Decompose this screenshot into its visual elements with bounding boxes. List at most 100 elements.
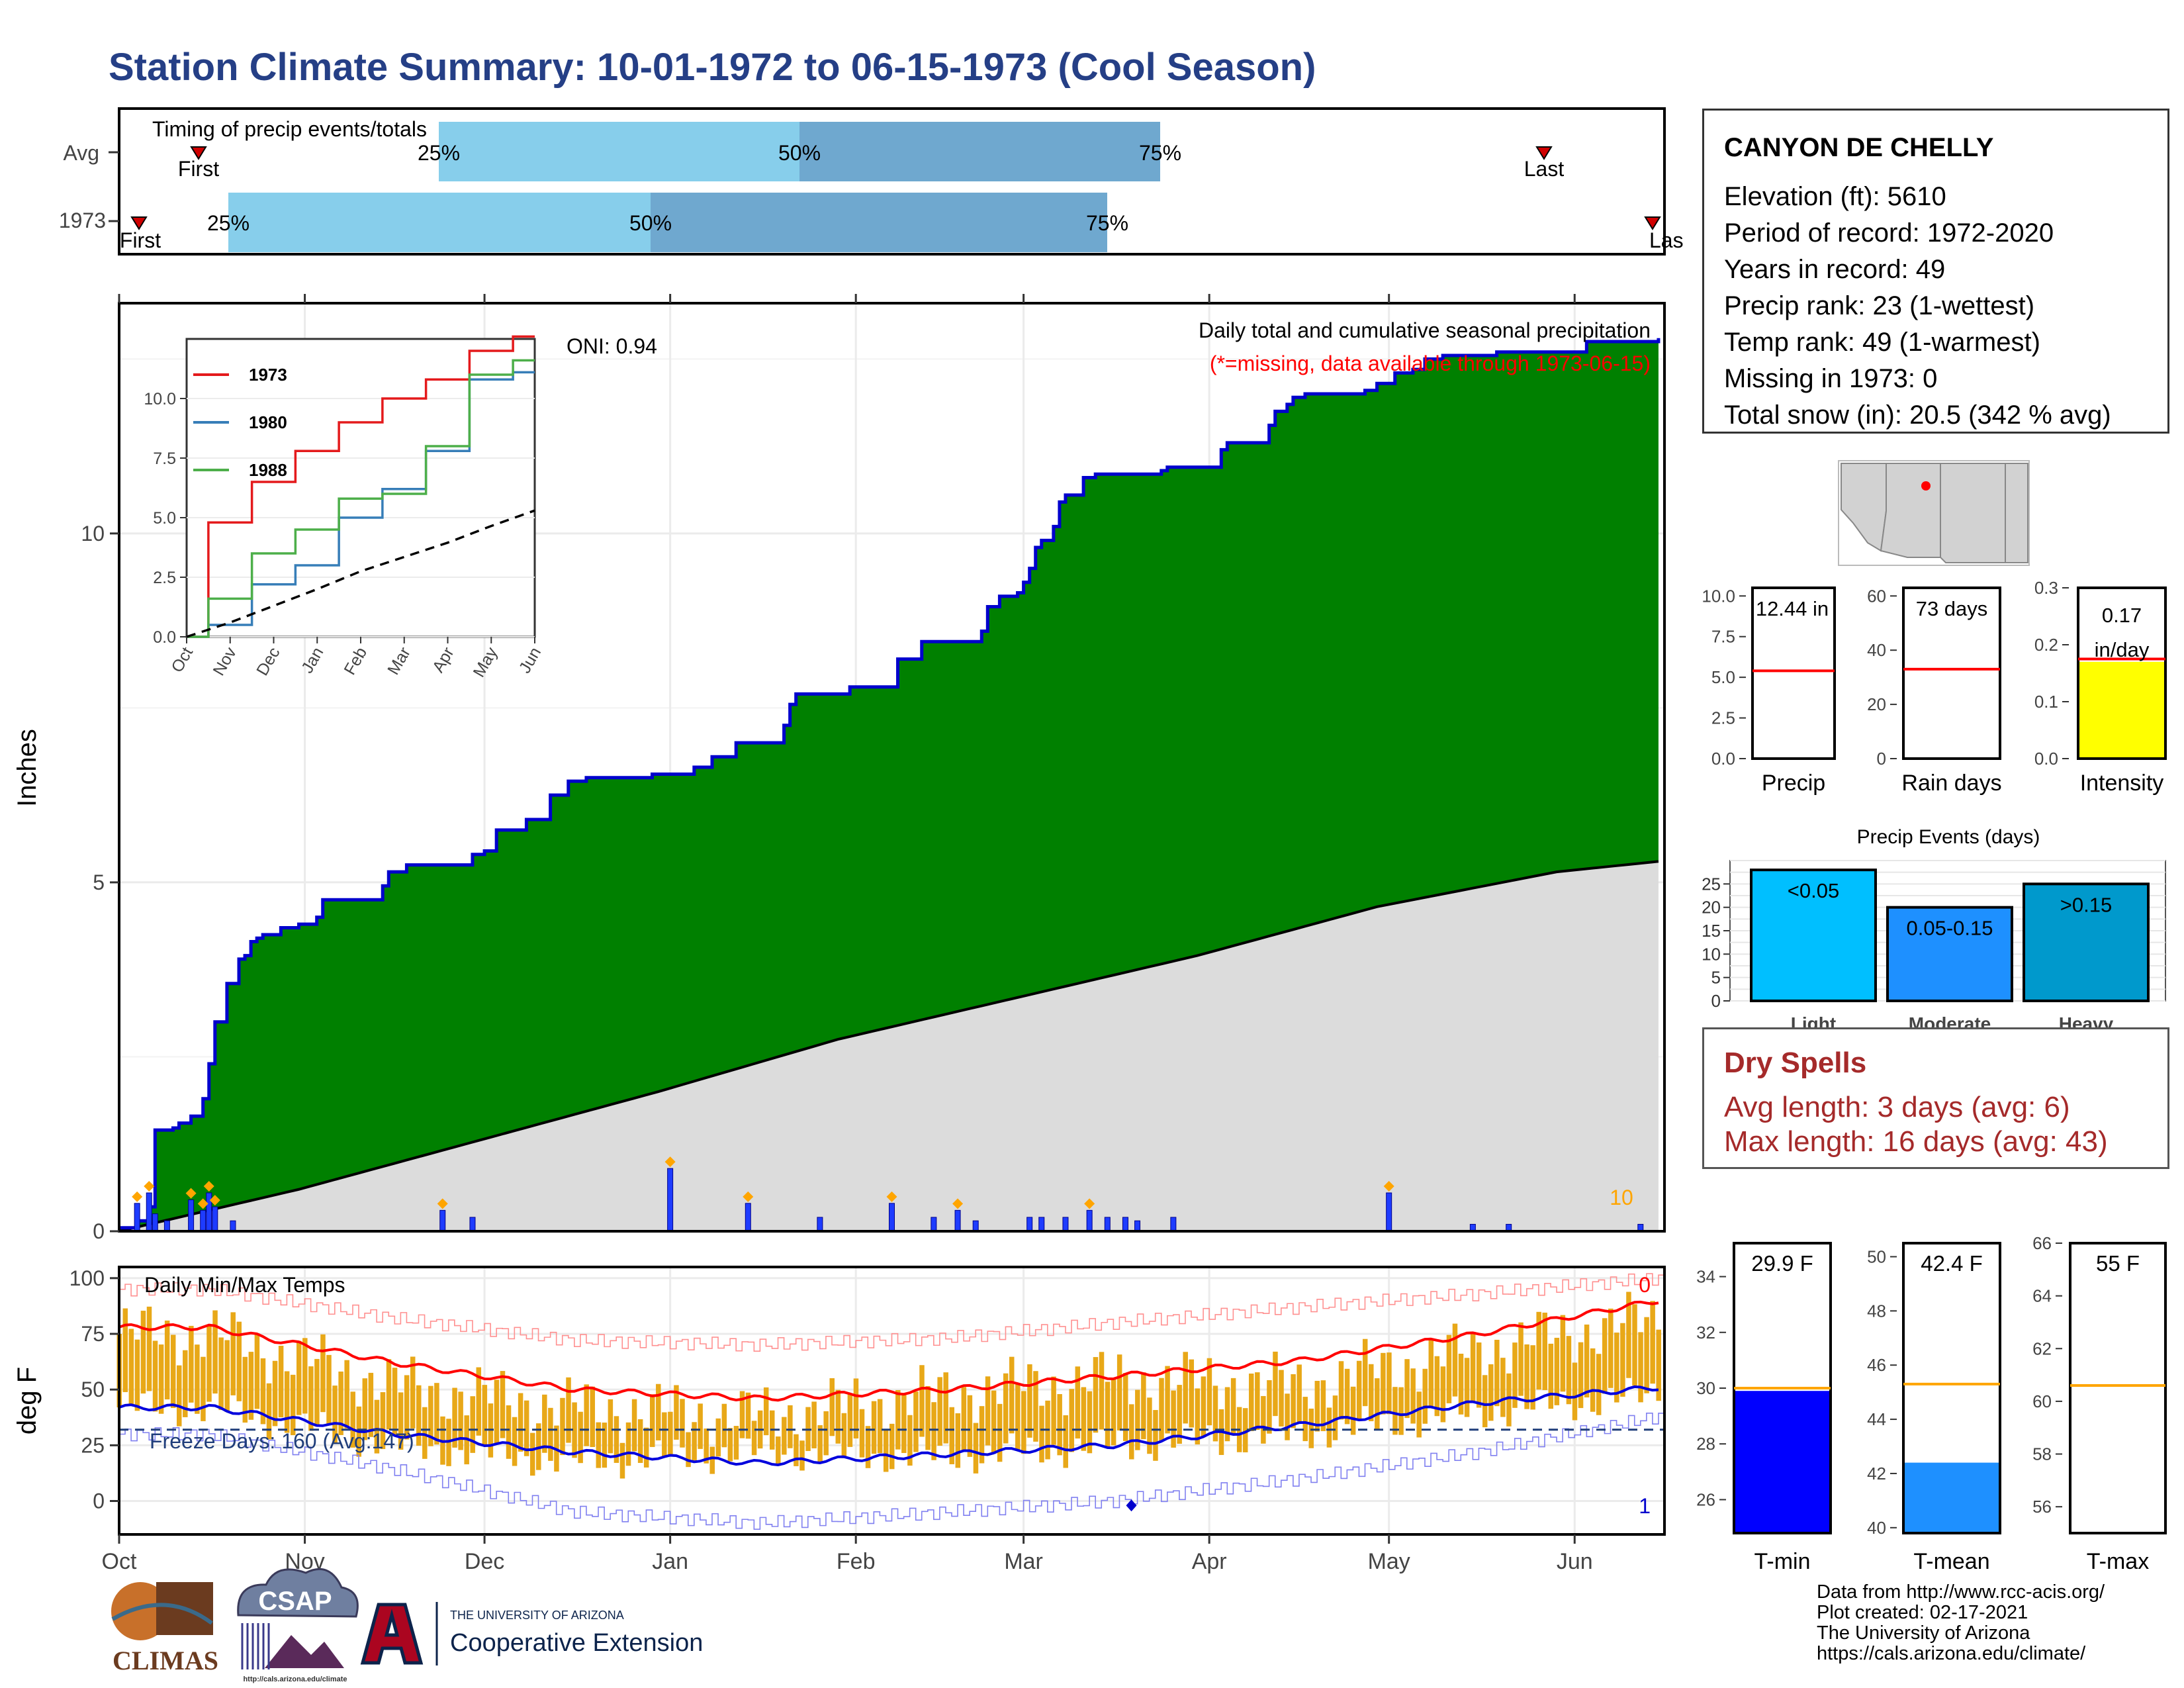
daily-temp-bar bbox=[1566, 1336, 1572, 1405]
daily-temp-bar bbox=[458, 1391, 463, 1450]
daily-temp-bar bbox=[164, 1320, 170, 1400]
daily-temp-bar bbox=[1608, 1308, 1614, 1388]
daily-temp-bar bbox=[835, 1389, 841, 1444]
daily-temp-bar bbox=[619, 1442, 625, 1479]
daily-temp-bar bbox=[584, 1384, 589, 1446]
temp-bars: 26 28 30 32 34 29.9 F T-min 40 42 44 46 48 50 42.4 F T… bbox=[1696, 1233, 2167, 1574]
tmean-bar-tick-label: 42 bbox=[1867, 1464, 1886, 1483]
daily-temp-bar bbox=[788, 1405, 793, 1448]
daily-temp-bar bbox=[1165, 1366, 1170, 1434]
precip-heading: Daily total and cumulative seasonal prec… bbox=[1199, 318, 1651, 342]
daily-temp-bar bbox=[1116, 1354, 1122, 1430]
daily-temp-bar bbox=[572, 1402, 577, 1458]
daily-precip-bar bbox=[230, 1220, 236, 1232]
daily-temp-bar bbox=[973, 1423, 979, 1474]
dry-spells-title: Dry Spells bbox=[1724, 1047, 1867, 1079]
daily-temp-bar bbox=[1081, 1387, 1087, 1451]
1973-p75-label: 75% bbox=[1086, 211, 1128, 235]
daily-temp-bar bbox=[1656, 1329, 1661, 1401]
daily-temp-bar bbox=[344, 1360, 349, 1429]
daily-temp-bar bbox=[1009, 1356, 1015, 1434]
daily-temp-bar bbox=[452, 1387, 457, 1448]
daily-temp-bar bbox=[967, 1395, 973, 1457]
daily-temp-bar bbox=[278, 1345, 284, 1418]
daily-temp-bar bbox=[320, 1334, 326, 1413]
1973-p25-label: 25% bbox=[207, 211, 250, 235]
daily-precip-bar bbox=[972, 1220, 979, 1232]
inset-frame bbox=[185, 338, 536, 638]
daily-temp-bar bbox=[602, 1423, 608, 1468]
daily-temp-bar bbox=[212, 1310, 218, 1394]
footer-url: https://cals.arizona.edu/climate/ bbox=[1817, 1643, 2086, 1664]
daily-temp-bar bbox=[1387, 1352, 1392, 1415]
daily-temp-bar bbox=[1632, 1304, 1637, 1386]
daily-temp-bar bbox=[961, 1387, 967, 1452]
daily-temp-bar bbox=[302, 1338, 308, 1414]
daily-temp-bar bbox=[1087, 1391, 1093, 1454]
precip-mini-tick-label: 0.0 bbox=[1711, 749, 1735, 769]
daily-temp-bar bbox=[1644, 1317, 1649, 1393]
daily-precip-bar bbox=[1026, 1217, 1033, 1232]
daily-temp-bar bbox=[877, 1399, 883, 1454]
intensity-mini-frame bbox=[2077, 586, 2167, 760]
daily-temp-bar bbox=[152, 1340, 158, 1412]
daily-precip-bar bbox=[188, 1199, 195, 1232]
snow-marker bbox=[1383, 1181, 1394, 1192]
month-label: Dec bbox=[465, 1549, 504, 1574]
tmax-bar-label: T-max bbox=[2087, 1549, 2149, 1574]
raindays-mini-tick-label: 20 bbox=[1867, 694, 1886, 714]
tmean-bar-tick-label: 44 bbox=[1867, 1409, 1886, 1429]
daily-temp-bar bbox=[272, 1360, 278, 1427]
daily-precip-bar bbox=[1062, 1217, 1069, 1232]
daily-precip-bar bbox=[1386, 1192, 1392, 1232]
csap-cloud-icon bbox=[237, 1568, 359, 1618]
daily-temp-bar bbox=[1542, 1312, 1547, 1390]
avg-last-marker bbox=[1535, 146, 1553, 160]
daily-precip-bar bbox=[889, 1203, 895, 1232]
avg-p50-label: 50% bbox=[778, 141, 821, 165]
precip-y-tick-label: 5 bbox=[93, 870, 105, 894]
daily-temp-bar bbox=[1356, 1360, 1362, 1420]
inset-series-line bbox=[186, 509, 535, 638]
precip-rank-text: Precip rank: 23 (1-wettest) bbox=[1724, 291, 2035, 320]
dry-max-text: Max length: 16 days (avg: 43) bbox=[1724, 1125, 2108, 1158]
snow-marker bbox=[886, 1191, 897, 1202]
avg-cumulative-line bbox=[118, 860, 1659, 1233]
daily-temp-bar bbox=[1614, 1333, 1619, 1403]
daily-temp-bar bbox=[1141, 1372, 1146, 1440]
daily-precip-bar bbox=[1170, 1217, 1177, 1232]
tmax-bar-tick-label: 62 bbox=[2032, 1338, 2052, 1358]
cumulative-1973-line bbox=[119, 338, 1661, 1230]
daily-temp-bar bbox=[1063, 1415, 1068, 1468]
daily-temp-bar bbox=[1320, 1380, 1326, 1431]
daily-temp-bar bbox=[183, 1350, 188, 1417]
daily-temp-bar bbox=[715, 1418, 721, 1457]
daily-temp-bar bbox=[1069, 1389, 1075, 1452]
ua-top-text: THE UNIVERSITY OF ARIZONA bbox=[450, 1609, 624, 1622]
month-label: Mar bbox=[1004, 1549, 1043, 1574]
snow-marker bbox=[1084, 1198, 1095, 1209]
daily-temp-bar bbox=[218, 1337, 224, 1411]
daily-temp-bar bbox=[1362, 1338, 1368, 1407]
daily-temp-bar bbox=[1369, 1364, 1374, 1421]
row-label-avg: Avg bbox=[63, 141, 99, 165]
daily-temp-bar bbox=[733, 1426, 739, 1460]
map-arizona bbox=[1880, 463, 1941, 558]
daily-temp-bar bbox=[751, 1421, 757, 1456]
daily-temp-bar bbox=[523, 1400, 529, 1456]
1973-last-label: Las bbox=[1649, 228, 1684, 252]
daily-temp-bar bbox=[476, 1367, 482, 1436]
daily-temp-bar bbox=[1404, 1359, 1410, 1419]
daily-temp-bar bbox=[506, 1405, 512, 1459]
daily-temp-bar bbox=[314, 1358, 320, 1427]
daily-temp-bar bbox=[817, 1425, 823, 1464]
freeze-days-label: Freeze Days: 160 (Avg:147) bbox=[150, 1429, 414, 1453]
precip-mini-tick-label: 7.5 bbox=[1711, 627, 1735, 647]
station-name: CANYON DE CHELLY bbox=[1724, 133, 1994, 162]
daily-temp-bar bbox=[859, 1409, 865, 1458]
daily-temp-bar bbox=[919, 1365, 925, 1437]
daily-temp-bar bbox=[1560, 1315, 1566, 1392]
station-info-box: CANYON DE CHELLY Elevation (ft): 5610 Pe… bbox=[1702, 109, 2169, 434]
